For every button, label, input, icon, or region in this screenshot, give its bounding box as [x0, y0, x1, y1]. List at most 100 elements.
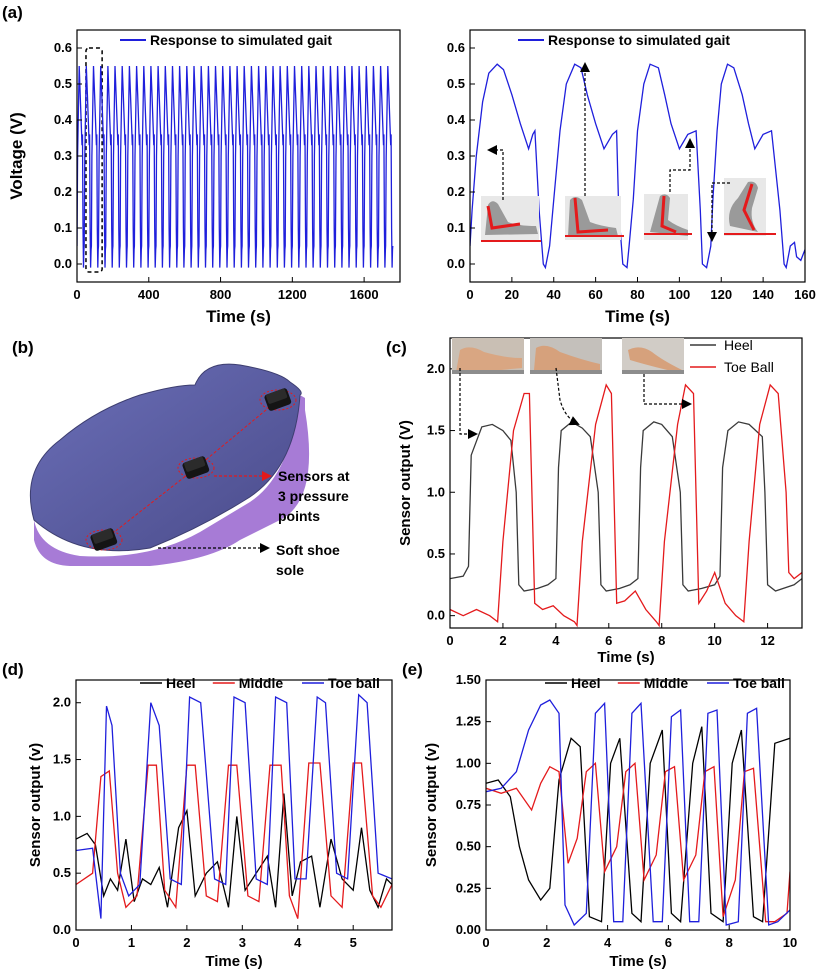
chart-c: 0 2 4 6 8 10 12 0.0 0.5 1.0 1.5 2.0 Time (s) Sensor o… [397, 337, 803, 666]
legend-label: Heel [166, 675, 196, 691]
x-tick-label: 3 [239, 935, 246, 950]
sensors-label-line3: points [278, 508, 320, 524]
y-tick-label: 1.5 [427, 423, 445, 438]
y-tick-label: 0.1 [447, 220, 465, 235]
panel-label-d: (d) [2, 660, 24, 679]
y-tick-label: 1.50 [456, 672, 481, 687]
series-line-response-to-simulated-gait [77, 65, 394, 268]
foot-pictograms [481, 62, 776, 242]
y-tick-label: 0.3 [447, 148, 465, 163]
x-tick-label: 1 [128, 935, 135, 950]
series-line-middle [76, 762, 392, 919]
y-tick-label: 0.0 [53, 922, 71, 937]
sensor-middle [177, 456, 215, 479]
insole-top [29, 363, 302, 552]
chart-d: 0 1 2 3 4 5 0.0 0.5 1.0 1.5 2.0 Time (s) Sensor outp… [27, 675, 393, 970]
x-tick-label: 1600 [350, 287, 379, 302]
x-tick-label: 400 [138, 287, 160, 302]
sole-label-line1: Soft shoe [276, 542, 340, 558]
y-axis-label: Sensor output (V) [397, 420, 414, 546]
x-tick-label: 20 [505, 287, 519, 302]
y-tick-label: 2.0 [53, 695, 71, 710]
y-tick-label: 0.3 [54, 148, 72, 163]
arrow-1 [487, 145, 504, 200]
x-tick-label: 2 [183, 935, 190, 950]
y-tick-label: 0.4 [54, 112, 73, 127]
series-line-response-to-simulated-gait [470, 63, 805, 270]
y-tick-label: 0.25 [456, 880, 481, 895]
y-tick-label: 0.4 [447, 112, 466, 127]
x-tick-label: 60 [588, 287, 602, 302]
foot-pictogram-4 [724, 178, 776, 236]
x-tick-label: 4 [552, 633, 560, 648]
y-tick-label: 0.0 [447, 256, 465, 271]
x-axis-label: Time (s) [597, 649, 654, 666]
y-tick-label: 0.6 [447, 40, 465, 55]
y-tick-label: 0.2 [447, 184, 465, 199]
chart-a-right: 0 20 40 60 80 100 120 140 160 0.0 0.1 0.2 0.3 0.4 0.5 0… [447, 29, 816, 326]
legend-label: Toe Ball [724, 359, 774, 375]
photo-arrow-3 [643, 374, 692, 409]
x-tick-label: 800 [210, 287, 232, 302]
x-tick-label: 80 [630, 287, 644, 302]
x-tick-label: 40 [547, 287, 561, 302]
series-line-toe-ball [76, 693, 392, 919]
y-tick-label: 1.5 [53, 752, 71, 767]
x-tick-label: 4 [604, 935, 612, 950]
x-tick-label: 120 [710, 287, 732, 302]
insole-side [34, 395, 310, 566]
y-tick-label: 0.1 [54, 220, 72, 235]
x-tick-label: 100 [669, 287, 691, 302]
x-tick-label: 8 [658, 633, 665, 648]
panel-label-e: (e) [402, 660, 423, 679]
foot-photos [452, 338, 692, 439]
x-tick-label: 0 [73, 287, 80, 302]
x-tick-label: 140 [752, 287, 774, 302]
y-tick-label: 1.0 [53, 808, 71, 823]
y-axis-label: Sensor output (v) [27, 743, 44, 867]
photo-arrow-1 [459, 368, 478, 439]
x-tick-label: 0 [466, 287, 473, 302]
x-tick-label: 5 [350, 935, 357, 950]
photo-arrow-2 [555, 367, 580, 426]
legend-label: Toe ball [328, 675, 380, 691]
x-axis-label: Time (s) [206, 307, 271, 326]
x-tick-label: 0 [72, 935, 79, 950]
legend-label: Middle [239, 675, 284, 691]
foot-pictogram-2 [565, 196, 624, 240]
y-axis-label: Sensor output (v) [423, 743, 440, 867]
y-tick-label: 0.00 [456, 922, 481, 937]
x-tick-label: 10 [707, 633, 721, 648]
legend-label: Middle [644, 675, 689, 691]
sensor-heel [85, 528, 123, 551]
x-axis-label: Time (s) [605, 307, 670, 326]
y-axis-label: Voltage (V) [7, 112, 26, 200]
foot-photo-3 [622, 338, 684, 374]
y-tick-label: 1.0 [427, 484, 445, 499]
x-tick-label: 1200 [278, 287, 307, 302]
series-line-toe-ball [450, 383, 802, 628]
y-tick-label: 0.5 [447, 76, 465, 91]
series-line-heel [76, 793, 392, 910]
x-tick-label: 0 [446, 633, 453, 648]
y-tick-label: 1.00 [456, 755, 481, 770]
x-tick-label: 6 [605, 633, 612, 648]
y-tick-label: 0.6 [54, 40, 72, 55]
arrow-4 [707, 182, 730, 242]
sensors-label-line2: 3 pressure [278, 488, 349, 504]
legend-label: Response to simulated gait [548, 32, 730, 48]
series-line-heel [486, 726, 790, 924]
x-tick-label: 8 [726, 935, 733, 950]
y-tick-label: 0.5 [427, 546, 445, 561]
insole-illustration: Sensors at 3 pressure points Soft shoe s… [29, 363, 350, 578]
sensor-toe [259, 388, 297, 411]
panel-label-c: (c) [386, 338, 407, 357]
y-tick-label: 0.5 [54, 76, 72, 91]
sensors-label-line1: Sensors at [278, 468, 350, 484]
x-tick-label: 0 [482, 935, 489, 950]
foot-pictogram-1 [481, 196, 541, 242]
y-tick-label: 0.2 [54, 184, 72, 199]
series-line-heel [450, 421, 802, 592]
plot-frame [449, 337, 803, 629]
